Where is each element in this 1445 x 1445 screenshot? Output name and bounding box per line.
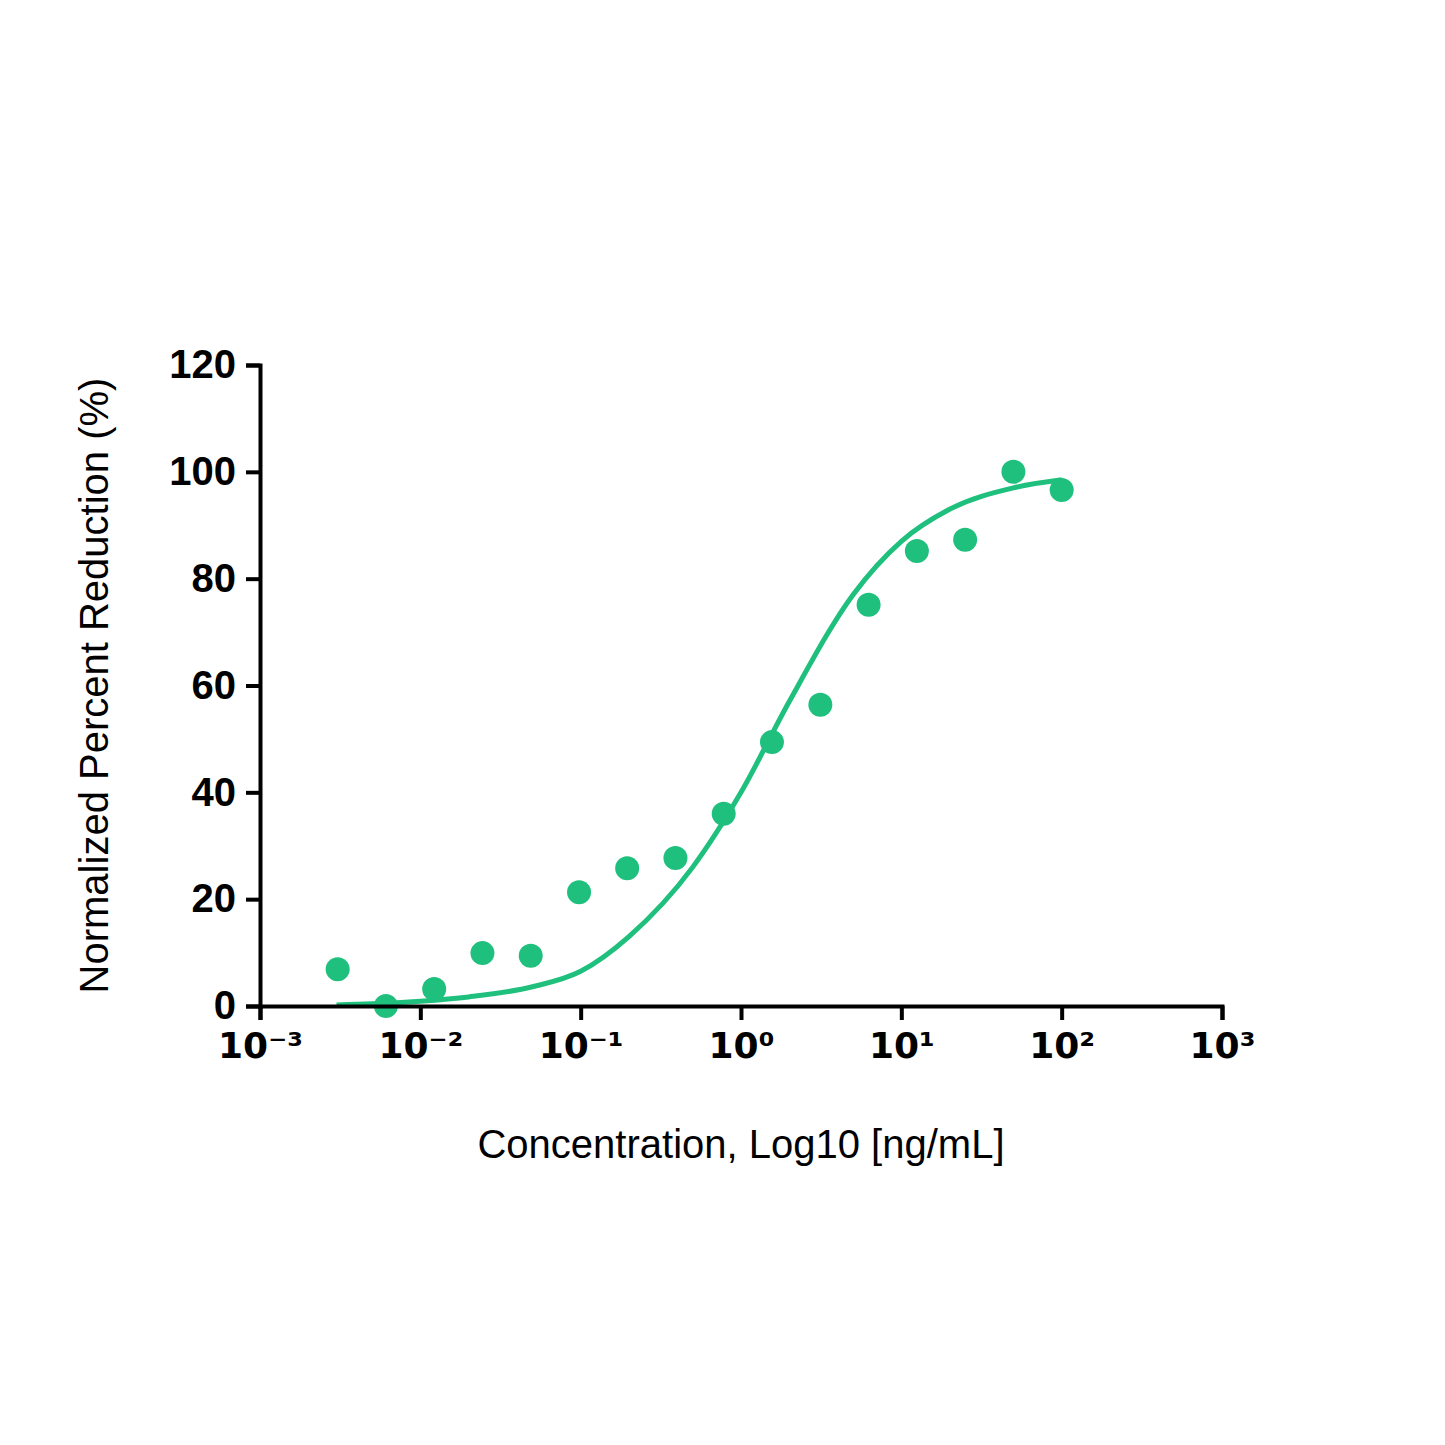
x-tick-mark — [740, 1006, 744, 1020]
x-tick-mark — [1221, 1006, 1225, 1020]
x-tick-mark — [900, 1006, 904, 1020]
x-tick-label: 10⁻¹ — [539, 1025, 624, 1066]
y-axis-title: Normalized Percent Reduction (%) — [72, 378, 116, 994]
y-tick: 60 — [192, 663, 261, 707]
y-tick: 100 — [169, 449, 260, 493]
y-tick-label: 60 — [192, 663, 237, 707]
x-tick: 10² — [1029, 1006, 1095, 1066]
x-tick-mark — [1060, 1006, 1064, 1020]
y-tick-mark — [246, 684, 260, 688]
y-tick-mark — [246, 577, 260, 581]
y-tick: 40 — [192, 770, 261, 814]
y-tick-label: 100 — [169, 449, 236, 493]
y-axis: 0 20 40 60 80 100 120 — [169, 342, 260, 1027]
data-point — [808, 693, 832, 717]
x-axis: 10⁻³ 10⁻² 10⁻¹ 10⁰ 10¹ 10² 10³ — [218, 1006, 1255, 1066]
y-tick-label: 20 — [192, 876, 237, 920]
data-point — [953, 528, 977, 552]
data-point — [567, 880, 591, 904]
y-tick-mark — [246, 898, 260, 902]
y-tick-label: 0 — [214, 983, 236, 1027]
y-tick-mark — [246, 470, 260, 474]
data-point — [1001, 460, 1025, 484]
x-tick-mark — [579, 1006, 583, 1020]
x-tick-label: 10⁻³ — [218, 1025, 303, 1066]
x-tick-label: 10¹ — [869, 1025, 935, 1066]
y-tick-mark — [246, 791, 260, 795]
x-axis-line — [261, 1007, 1223, 1021]
data-point — [615, 856, 639, 880]
y-tick: 120 — [169, 342, 260, 386]
y-tick-label: 80 — [192, 556, 237, 600]
y-tick-label: 120 — [169, 342, 236, 386]
x-tick-label: 10⁻² — [378, 1025, 463, 1066]
x-tick: 10⁻² — [378, 1006, 463, 1066]
data-point — [905, 539, 929, 563]
y-axis-line — [246, 366, 261, 1007]
data-point — [519, 944, 543, 968]
y-tick-label: 40 — [192, 770, 237, 814]
x-tick-label: 10⁰ — [709, 1025, 775, 1066]
x-axis-title: Concentration, Log10 [ng/mL] — [477, 1122, 1004, 1166]
x-tick-label: 10² — [1029, 1025, 1095, 1066]
y-tick-mark — [246, 1005, 260, 1009]
y-tick-mark — [246, 364, 260, 368]
x-tick: 10⁰ — [709, 1006, 775, 1066]
x-tick: 10¹ — [869, 1006, 935, 1066]
x-tick-mark — [419, 1006, 423, 1020]
x-tick: 10⁻¹ — [539, 1006, 624, 1066]
data-point — [663, 846, 687, 870]
y-tick: 0 — [214, 983, 260, 1027]
x-tick: 10³ — [1190, 1006, 1256, 1066]
y-tick: 20 — [192, 876, 261, 920]
fit-line — [336, 480, 1061, 1005]
data-point — [326, 957, 350, 981]
plot-area — [326, 460, 1074, 1018]
y-tick: 80 — [192, 556, 261, 600]
data-point — [470, 941, 494, 965]
chart: 10⁻³ 10⁻² 10⁻¹ 10⁰ 10¹ 10² 10³ 0 20 40 60 80 100 120 C… — [0, 0, 1445, 1445]
x-tick-label: 10³ — [1190, 1025, 1256, 1066]
data-point — [857, 593, 881, 617]
